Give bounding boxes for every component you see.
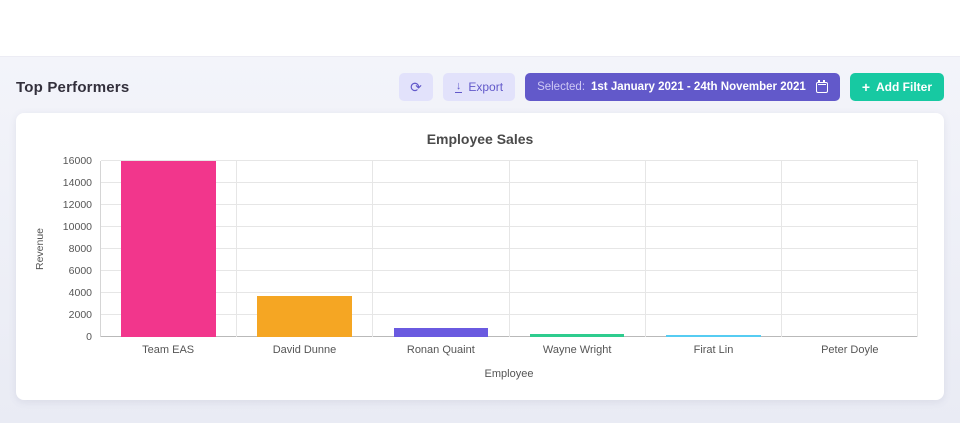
x-category-label: Team EAS bbox=[142, 344, 195, 356]
refresh-button[interactable]: ⟳ bbox=[399, 73, 433, 101]
y-tick-label: 2000 bbox=[68, 309, 92, 321]
export-button[interactable]: ↓ Export bbox=[442, 73, 516, 101]
x-axis-category-labels: Team EAS David Dunne Ronan Quaint Wayne Wri… bbox=[100, 344, 918, 356]
export-button-label: Export bbox=[468, 80, 504, 94]
y-tick-label: 16000 bbox=[62, 155, 92, 167]
plus-icon: + bbox=[861, 79, 870, 95]
page-title: Top Performers bbox=[16, 78, 130, 96]
category-slot bbox=[373, 161, 510, 337]
bar-david-dunne bbox=[257, 296, 353, 337]
chart-body: Revenue 0 2000 4000 6000 8000 10000 12000 14000… bbox=[32, 155, 928, 343]
date-range-value: 1st January 2021 - 24th November 2021 bbox=[591, 81, 806, 93]
category-slot bbox=[510, 161, 646, 337]
y-tick-label: 0 bbox=[86, 331, 92, 343]
h-gridline bbox=[101, 160, 918, 161]
x-category-label: Peter Doyle bbox=[821, 344, 879, 356]
y-tick-label: 10000 bbox=[62, 221, 92, 233]
top-bar bbox=[0, 0, 960, 57]
y-tick-label: 14000 bbox=[62, 177, 92, 189]
calendar-icon bbox=[815, 79, 828, 93]
plot-area bbox=[100, 160, 919, 337]
category-slot bbox=[646, 161, 782, 337]
y-tick-label: 6000 bbox=[68, 265, 92, 277]
date-range-filter-button[interactable]: Selected: 1st January 2021 - 24th Novemb… bbox=[525, 73, 840, 101]
page-background: Top Performers ⟳ ↓ Export Selected: 1st … bbox=[0, 57, 960, 423]
y-axis-title: Revenue bbox=[34, 227, 46, 271]
add-filter-label: Add Filter bbox=[876, 80, 932, 94]
refresh-icon: ⟳ bbox=[410, 79, 422, 95]
toolbar: ⟳ ↓ Export Selected: 1st January 2021 - … bbox=[399, 73, 944, 101]
date-range-prefix: Selected: bbox=[537, 81, 586, 93]
download-icon: ↓ bbox=[454, 80, 463, 93]
x-category-label: Ronan Quaint bbox=[406, 344, 475, 356]
x-category-label: David Dunne bbox=[272, 344, 337, 356]
y-axis: 0 2000 4000 6000 8000 10000 12000 14000 16000 bbox=[48, 155, 100, 343]
bar-ronan-quaint bbox=[393, 327, 489, 337]
y-tick-label: 12000 bbox=[62, 199, 92, 211]
page-header: Top Performers ⟳ ↓ Export Selected: 1st … bbox=[0, 57, 960, 113]
bar-wayne-wright bbox=[529, 334, 625, 337]
add-filter-button[interactable]: + Add Filter bbox=[849, 73, 944, 101]
category-slot bbox=[101, 161, 238, 337]
x-axis-title: Employee bbox=[484, 368, 534, 380]
category-slot bbox=[237, 161, 374, 337]
y-tick-label: 4000 bbox=[68, 287, 92, 299]
chart-title: Employee Sales bbox=[426, 131, 534, 147]
bar-firat-lin bbox=[665, 335, 761, 337]
x-category-label: Firat Lin bbox=[693, 344, 734, 356]
category-slot bbox=[782, 161, 919, 337]
bar-team-eas bbox=[121, 161, 216, 337]
chart-card: Employee Sales Revenue 0 2000 4000 6000 8000… bbox=[16, 113, 944, 400]
y-tick-label: 8000 bbox=[68, 243, 92, 255]
x-category-label: Wayne Wright bbox=[542, 344, 612, 356]
